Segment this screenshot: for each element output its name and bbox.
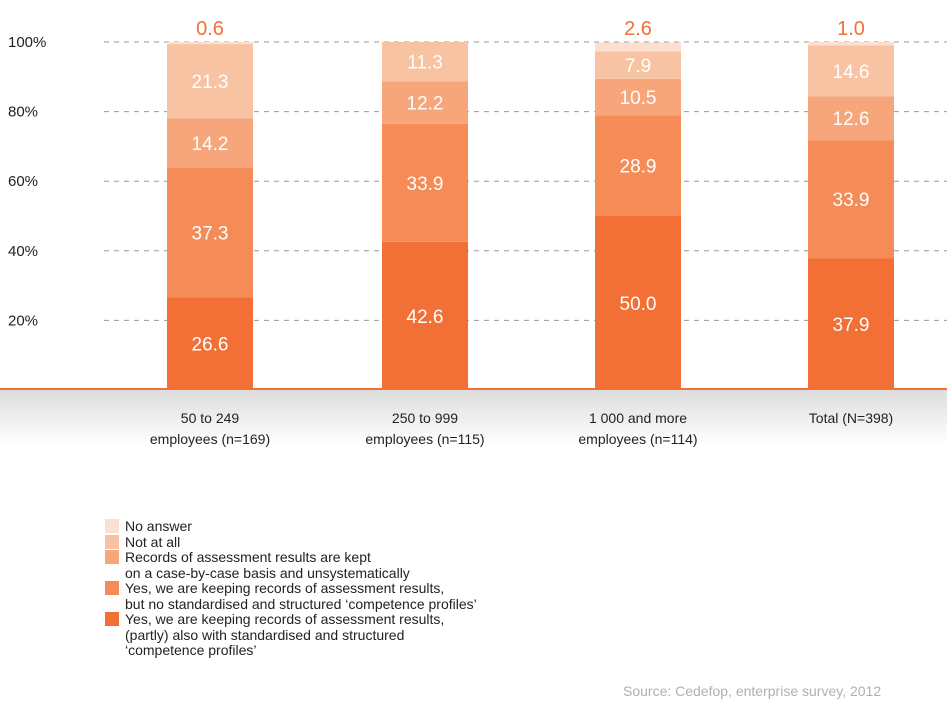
legend-label: Not at all <box>125 533 181 550</box>
bar-segment-no_profiles <box>382 123 468 242</box>
y-tick-label: 60% <box>8 173 38 190</box>
legend-swatch <box>105 612 119 626</box>
x-axis <box>0 388 947 445</box>
legend-label: Records of assessment results are kept o… <box>125 549 410 581</box>
legend-item-not_at_all: Not at all <box>105 533 477 551</box>
legend-item-no_profiles: Yes, we are keeping records of assessmen… <box>105 580 477 612</box>
y-tick-label: 20% <box>8 312 38 329</box>
segment-value-label: 21.3 <box>192 72 229 93</box>
top-value-label: 0.6 <box>196 18 224 40</box>
bar-segment-no_profiles <box>808 140 894 259</box>
x-tick-label: Total (N=398) <box>809 410 893 426</box>
segment-value-label: 12.6 <box>833 109 870 130</box>
x-tick-label: 1 000 and more employees (n=114) <box>578 410 697 447</box>
bar-segment-no_answer <box>808 42 894 46</box>
bar-segment-no_answer <box>167 42 253 45</box>
y-tick-label: 80% <box>8 104 38 121</box>
bar-segment-with_profiles <box>167 297 253 390</box>
legend-label: Yes, we are keeping records of assessmen… <box>125 580 477 612</box>
legend-label: No answer <box>125 518 192 534</box>
segment-value-label: 33.9 <box>407 174 444 195</box>
bar-segment-no_profiles <box>595 115 681 216</box>
bars <box>167 42 894 390</box>
segment-value-label: 42.6 <box>407 307 444 328</box>
segment-value-label: 7.9 <box>625 56 651 77</box>
bar-segment-with_profiles <box>382 241 468 390</box>
bar-segment-not_at_all <box>382 42 468 82</box>
axis-band <box>0 389 947 445</box>
segment-value-label: 14.6 <box>833 62 870 83</box>
bar-segment-with_profiles <box>808 258 894 390</box>
segment-value-label: 10.5 <box>620 88 657 109</box>
x-tick-label: 50 to 249 employees (n=169) <box>150 410 270 447</box>
bar-segment-no_answer <box>595 42 681 52</box>
bar-segment-not_at_all <box>167 44 253 119</box>
segment-value-label: 12.2 <box>407 94 444 115</box>
top-value-label: 2.6 <box>624 18 652 40</box>
legend-swatch <box>105 581 119 595</box>
x-tick-label: 250 to 999 employees (n=115) <box>365 410 484 447</box>
legend-swatch <box>105 519 119 533</box>
segment-value-label: 14.2 <box>192 134 229 155</box>
bar-segment-case_by_case <box>808 96 894 141</box>
legend-item-case_by_case: Records of assessment results are kept o… <box>105 549 477 581</box>
bar-segment-case_by_case <box>167 118 253 168</box>
legend: No answer Not at all Records of assessment… <box>105 518 477 659</box>
bar-segment-no_profiles <box>167 167 253 298</box>
segment-value-label: 11.3 <box>407 53 443 74</box>
bar-segment-not_at_all <box>595 51 681 79</box>
source-note: Source: Cedefop, enterprise survey, 2012 <box>623 683 882 699</box>
segment-value-label: 37.9 <box>833 315 870 336</box>
segment-value-label: 28.9 <box>620 157 657 178</box>
bar-segment-with_profiles <box>595 216 681 390</box>
legend-label: Yes, we are keeping records of assessmen… <box>125 611 445 658</box>
legend-swatch <box>105 550 119 564</box>
legend-item-with_profiles: Yes, we are keeping records of assessmen… <box>105 611 477 659</box>
y-tick-label: 40% <box>8 243 38 260</box>
legend-swatch <box>105 534 119 549</box>
bar-segment-case_by_case <box>595 78 681 116</box>
stacked-bar-chart: 20% 40% 60% 80% 100% 26.6 37.3 14.2 21.3 0.6 42.6 3… <box>0 18 947 447</box>
segment-value-label: 37.3 <box>192 224 229 245</box>
segment-value-label: 50.0 <box>620 294 657 315</box>
segment-value-label: 26.6 <box>192 335 229 356</box>
bar-segment-not_at_all <box>808 45 894 97</box>
legend-item-no_answer: No answer <box>105 518 477 535</box>
bar-segment-case_by_case <box>382 81 468 124</box>
y-tick-label: 100% <box>8 34 46 51</box>
segment-value-label: 33.9 <box>833 190 870 211</box>
top-value-label: 1.0 <box>837 18 865 40</box>
labels: 20% 40% 60% 80% 100% 26.6 37.3 14.2 21.3 0.6 42.6 3… <box>8 18 893 447</box>
